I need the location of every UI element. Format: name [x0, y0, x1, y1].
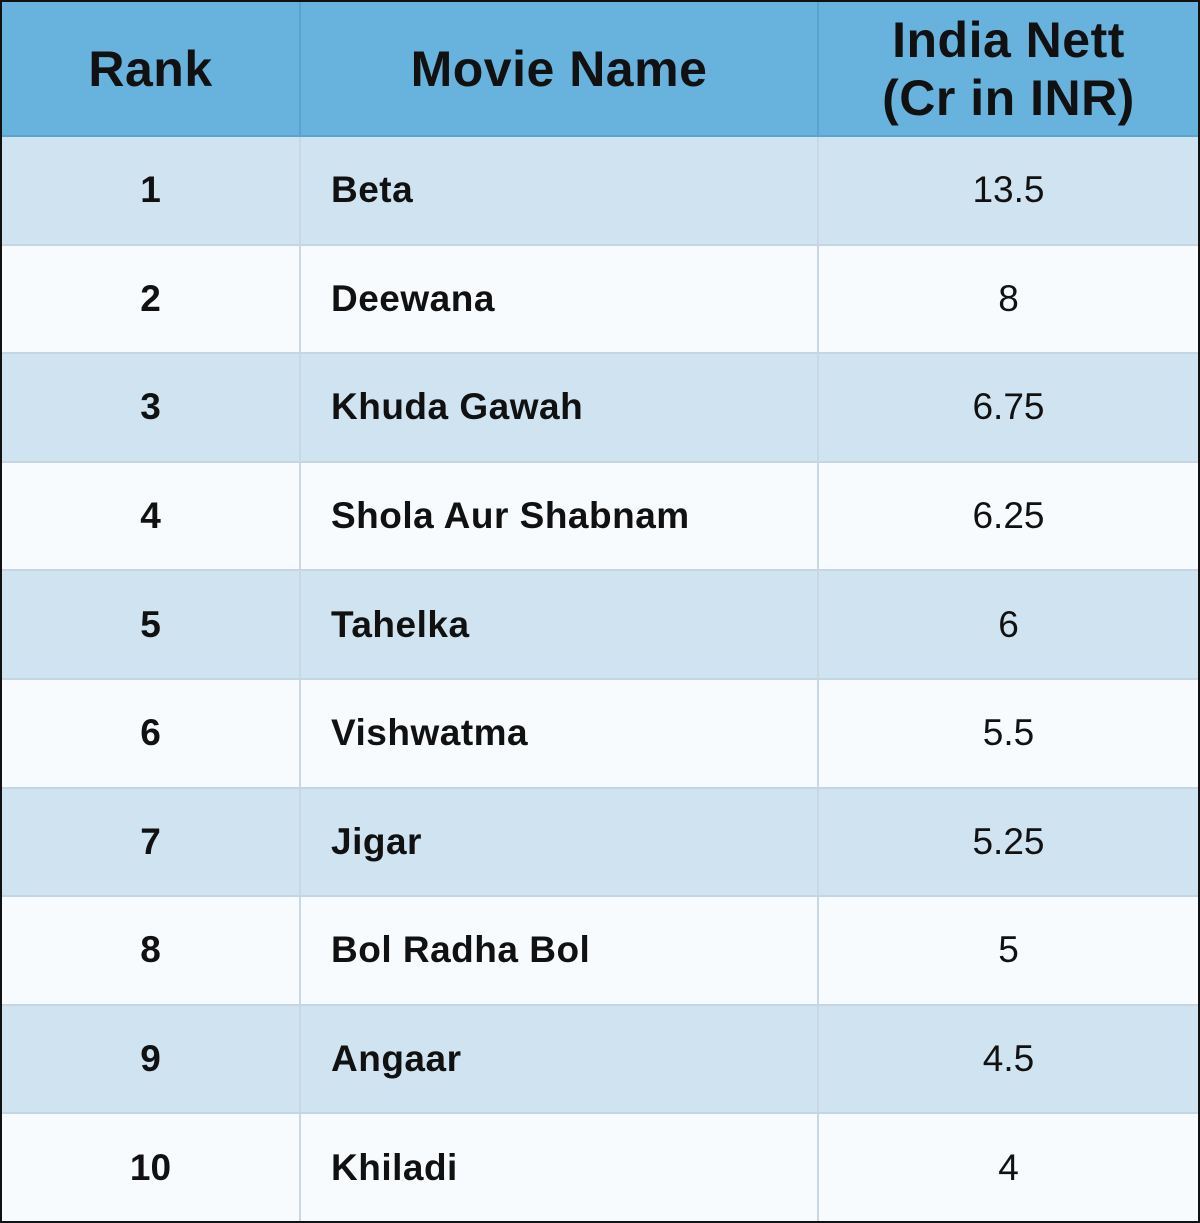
table-row: 9 Angaar 4.5	[2, 1004, 1198, 1115]
table-row: 4 Shola Aur Shabnam 6.25	[2, 461, 1198, 572]
india-nett-cell: 5	[818, 896, 1198, 1006]
rank-cell: 1	[2, 136, 301, 246]
header-row: Rank Movie Name India Nett (Cr in INR)	[2, 2, 1198, 137]
india-nett-cell: 6.25	[818, 461, 1198, 572]
rank-cell: 5	[2, 570, 301, 680]
movie-name-cell: Khuda Gawah	[300, 353, 819, 463]
table-row: 8 Bol Radha Bol 5	[2, 896, 1198, 1006]
movie-name-cell: Shola Aur Shabnam	[300, 461, 819, 572]
header-india-nett: India Nett (Cr in INR)	[818, 2, 1198, 137]
india-nett-cell: 4	[818, 1113, 1198, 1221]
india-nett-cell: 6	[818, 570, 1198, 680]
movie-name-cell: Khiladi	[300, 1113, 819, 1221]
header-rank: Rank	[2, 2, 301, 137]
rank-cell: 6	[2, 678, 301, 789]
table-row: 6 Vishwatma 5.5	[2, 678, 1198, 789]
movie-name-cell: Bol Radha Bol	[300, 896, 819, 1006]
movie-name-cell: Deewana	[300, 244, 819, 355]
table-header: Rank Movie Name India Nett (Cr in INR)	[2, 2, 1198, 137]
rank-cell: 9	[2, 1004, 301, 1115]
india-nett-cell: 5.25	[818, 787, 1198, 898]
movie-name-cell: Jigar	[300, 787, 819, 898]
table-row: 5 Tahelka 6	[2, 570, 1198, 680]
table-row: 2 Deewana 8	[2, 244, 1198, 355]
table-row: 3 Khuda Gawah 6.75	[2, 353, 1198, 463]
table-row: 10 Khiladi 4	[2, 1113, 1198, 1221]
table-row: 7 Jigar 5.25	[2, 787, 1198, 898]
table-row: 1 Beta 13.5	[2, 136, 1198, 246]
rank-cell: 10	[2, 1113, 301, 1221]
india-nett-cell: 4.5	[818, 1004, 1198, 1115]
india-nett-cell: 8	[818, 244, 1198, 355]
rank-cell: 2	[2, 244, 301, 355]
table-body: 1 Beta 13.5 2 Deewana 8 3 Khuda Gawah 6.75 4 Shola…	[2, 136, 1198, 1221]
movie-name-cell: Beta	[300, 136, 819, 246]
header-movie-name: Movie Name	[300, 2, 819, 137]
rank-cell: 4	[2, 461, 301, 572]
rank-cell: 7	[2, 787, 301, 898]
movie-name-cell: Vishwatma	[300, 678, 819, 789]
rank-cell: 3	[2, 353, 301, 463]
header-india-nett-line1: India Nett	[892, 11, 1125, 68]
india-nett-cell: 6.75	[818, 353, 1198, 463]
movie-name-cell: Angaar	[300, 1004, 819, 1115]
header-india-nett-line2: (Cr in INR)	[882, 69, 1135, 126]
india-nett-cell: 5.5	[818, 678, 1198, 789]
india-nett-cell: 13.5	[818, 136, 1198, 246]
movie-name-cell: Tahelka	[300, 570, 819, 680]
rank-cell: 8	[2, 896, 301, 1006]
